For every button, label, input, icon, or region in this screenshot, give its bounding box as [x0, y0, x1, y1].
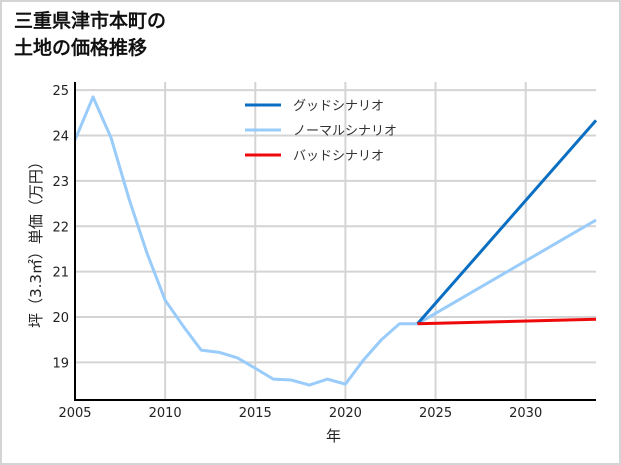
series-line-normal: [416, 218, 597, 326]
x-axis-label: 年: [326, 427, 341, 445]
y-tick-label: 22: [52, 220, 69, 235]
series-line-good: [416, 119, 598, 325]
y-tick-label: 24: [52, 130, 69, 145]
chart-title: 三重県津市本町の 土地の価格推移: [14, 8, 166, 62]
legend-label-normal: ノーマルシナリオ: [293, 124, 397, 139]
x-tick-label: 2025: [419, 406, 452, 421]
series-line-normal_history: [73, 95, 418, 387]
chart-title-line-1: 三重県津市本町の: [14, 10, 167, 32]
legend-label-good: グッドシナリオ: [293, 99, 384, 114]
x-tick-label: 2015: [239, 406, 272, 421]
tick-labels: 19 20 21 22 23 24 25 2005 2010 2015 2020 2025 2030: [52, 84, 542, 421]
data-lines: [73, 95, 598, 387]
y-tick-label: 19: [52, 356, 69, 371]
series-line-bad: [417, 317, 597, 326]
y-tick-label: 20: [52, 311, 69, 326]
y-axis-label: 坪（3.3㎡）単価（万円）: [27, 154, 45, 328]
x-tick-label: 2005: [58, 406, 91, 421]
x-tick-label: 2010: [149, 406, 182, 421]
x-tick-label: 2030: [509, 406, 542, 421]
axes: [74, 82, 596, 401]
legend-label-bad: バッドシナリオ: [293, 149, 384, 164]
chart-title-line-2: 土地の価格推移: [14, 37, 148, 59]
x-tick-label: 2020: [329, 406, 362, 421]
y-tick-label: 25: [52, 84, 69, 99]
y-tick-label: 23: [52, 175, 69, 190]
grid-lines: [75, 82, 596, 400]
y-tick-label: 21: [52, 266, 69, 281]
